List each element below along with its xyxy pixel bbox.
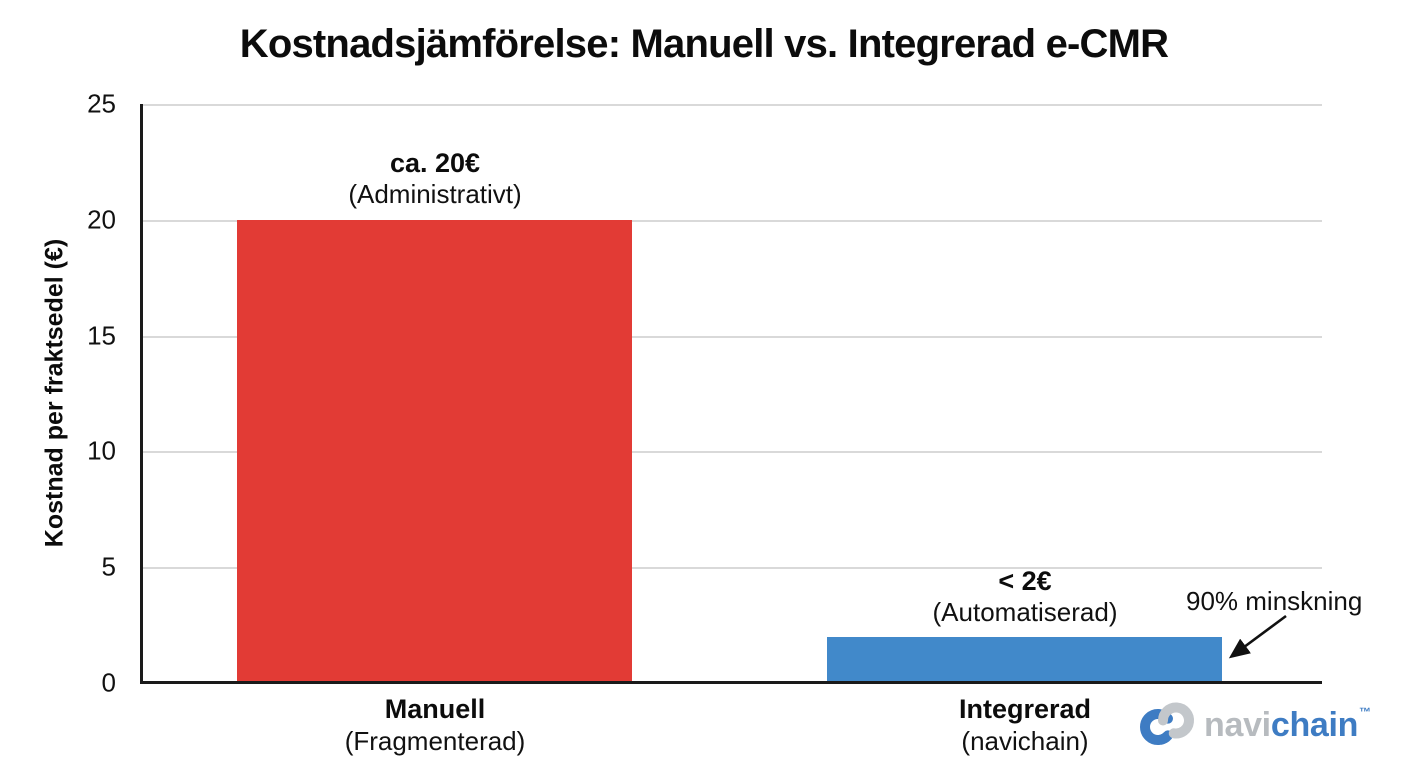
y-tick-5: 5 <box>101 551 116 582</box>
navichain-logo: navichain™ <box>1136 701 1371 747</box>
y-axis-ticks: 25 20 15 10 5 0 <box>0 89 128 698</box>
gridline-10 <box>140 451 1322 454</box>
trademark-symbol: ™ <box>1359 705 1371 719</box>
x-tick-manuell-label: Manuell <box>384 694 486 724</box>
bar-manuell-value-label: ca. 20€ <box>389 148 481 178</box>
y-tick-0: 0 <box>101 667 116 698</box>
chart-title: Kostnadsjämförelse: Manuell vs. Integrer… <box>239 22 1169 66</box>
bar-integrerad <box>827 636 1222 683</box>
gridline-25 <box>140 104 1322 106</box>
navichain-chainlink-icon <box>1140 702 1194 745</box>
x-axis-line <box>140 681 1322 684</box>
bar-manuell-value-annotation: ca. 20€ (Administrativt) <box>348 148 521 210</box>
x-tick-manuell-sublabel: (Fragmenterad) <box>344 726 526 756</box>
bar-integrerad-value-annotation: < 2€ (Automatiserad) <box>933 566 1118 628</box>
reduction-annotation-text: 90% minskning <box>1186 586 1363 616</box>
x-tick-integrerad: Integrerad (navichain) <box>959 693 1091 757</box>
bar-integrerad-value-sublabel: (Automatiserad) <box>932 597 1118 627</box>
gridline-5 <box>140 567 1322 570</box>
wordmark-chain: chain <box>1270 706 1359 744</box>
plot-area <box>140 104 1322 684</box>
annotation-arrow-icon <box>1228 614 1287 659</box>
bar-manuell <box>237 219 632 683</box>
gridline-20 <box>140 219 1322 222</box>
navichain-wordmark: navichain™ <box>1204 706 1371 742</box>
y-tick-20: 20 <box>87 204 116 235</box>
gridline-15 <box>140 335 1322 338</box>
wordmark-navi: navi <box>1204 706 1271 744</box>
y-tick-25: 25 <box>87 88 116 119</box>
bar-integrerad-value-label: < 2€ <box>998 566 1052 596</box>
y-tick-15: 15 <box>87 320 116 351</box>
x-tick-integrerad-label: Integrerad <box>958 694 1092 724</box>
y-axis-line <box>140 104 143 683</box>
x-tick-integrerad-sublabel: (navichain) <box>961 726 1089 756</box>
bar-manuell-value-sublabel: (Administrativt) <box>348 179 522 209</box>
y-tick-10: 10 <box>87 435 116 466</box>
x-tick-manuell: Manuell (Fragmenterad) <box>345 693 526 757</box>
